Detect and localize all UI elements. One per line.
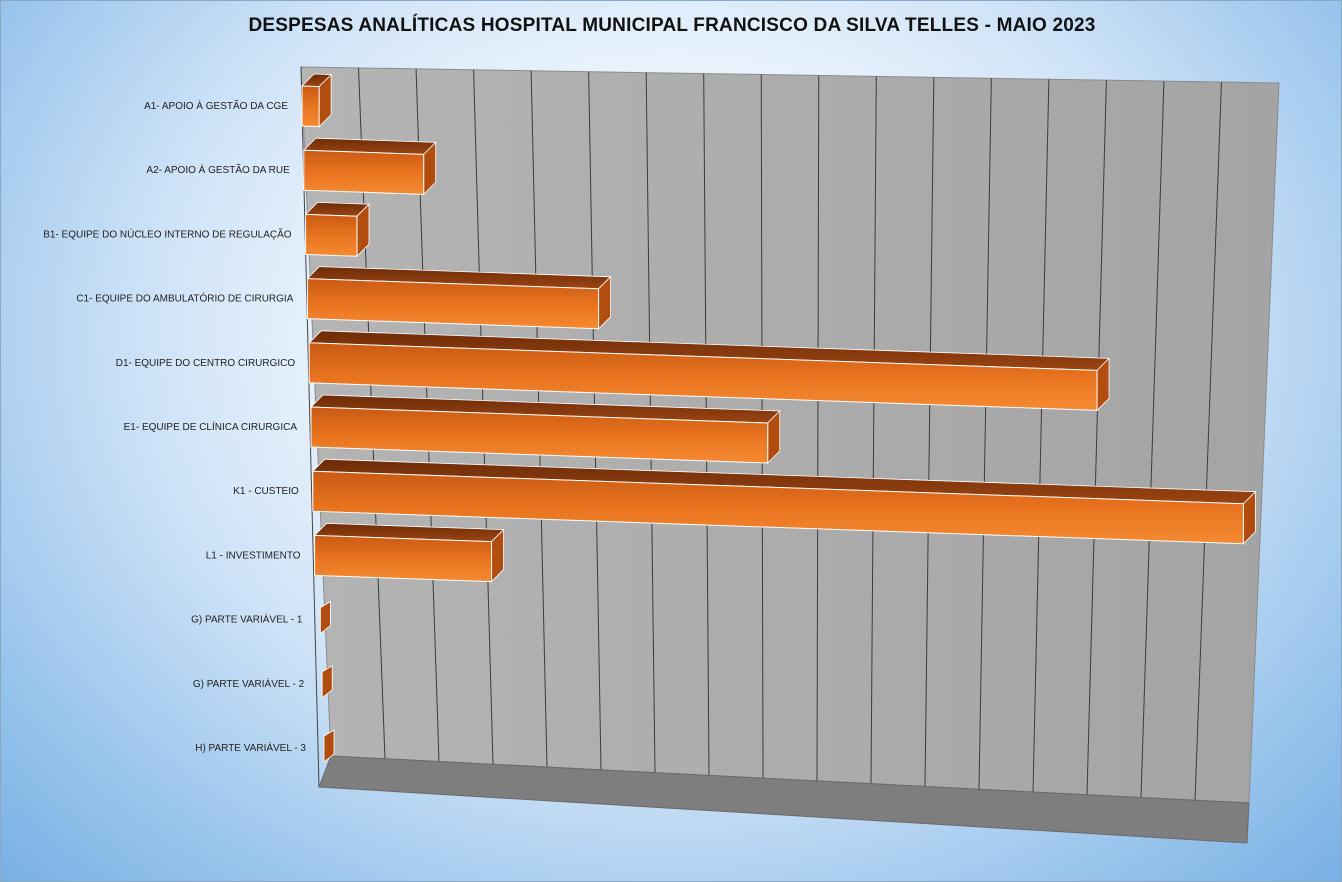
bar [308,342,1098,411]
category-label: A1- APOIO À GESTÃO DA CGE [144,99,288,112]
category-label: H) PARTE VARIÁVEL - 3 [195,741,306,754]
category-label: C1- EQUIPE DO AMBULATÓRIO DE CIRURGIA [76,292,293,305]
bar [310,406,769,464]
gridline [978,78,992,790]
category-label: E1- EQUIPE DE CLÍNICA CIRURGICA [124,420,298,433]
bar [312,470,1244,545]
gridline [1140,81,1165,798]
chart-title: DESPESAS ANALÍTICAS HOSPITAL MUNICIPAL F… [248,15,1096,36]
bar [319,600,331,635]
bar [306,278,600,330]
gridline [816,75,820,781]
category-label: K1 - CUSTEIO [233,486,299,497]
gridline [924,77,935,787]
bar [314,534,493,583]
gridline [870,76,877,784]
category-label: D1- EQUIPE DO CENTRO CIRURGICO [116,358,296,369]
category-label: A2- APOIO À GESTÃO DA RUE [146,163,290,176]
chart-floor [318,755,1250,844]
gridline [1194,82,1222,801]
gridline [1032,79,1050,792]
bar [301,85,320,128]
category-label: B1- EQUIPE DO NÚCLEO INTERNO DE REGULAÇÃ… [43,227,292,240]
category-label: L1 - INVESTIMENTO [206,550,301,561]
bar [321,665,333,699]
category-label: G) PARTE VARIÁVEL - 1 [191,613,303,626]
bar [303,149,425,195]
bar [323,729,335,763]
gridline [1086,80,1107,795]
category-label: G) PARTE VARIÁVEL - 2 [193,677,305,690]
bar [305,213,358,257]
